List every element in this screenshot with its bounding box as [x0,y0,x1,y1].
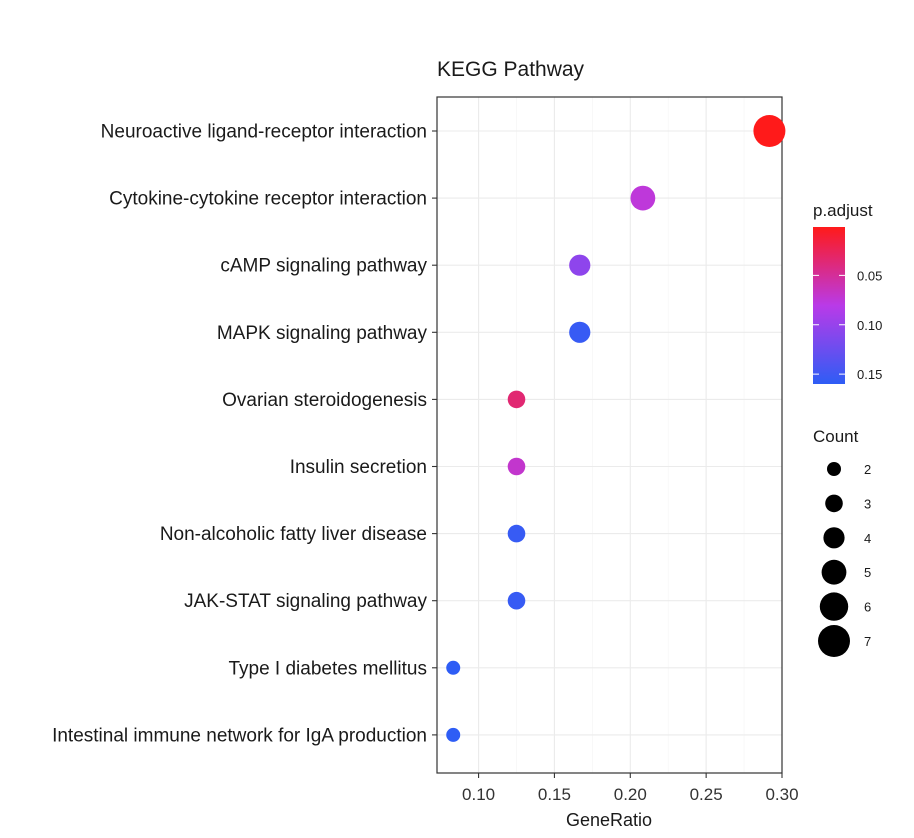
legend-color-tick-label: 0.15 [857,367,882,382]
data-point [446,727,461,742]
y-tick-label: Ovarian steroidogenesis [222,390,427,411]
x-axis-title: GeneRatio [566,810,652,830]
y-tick-label: cAMP signaling pathway [220,256,427,277]
data-points [446,115,786,742]
legend-color-tick-label: 0.05 [857,268,882,283]
legend-size-items: 2 3 4 5 6 7 [818,462,871,657]
x-axis: 0.10 0.15 0.20 0.25 0.30 [462,773,799,804]
data-point [630,185,656,211]
gridlines [437,97,783,773]
legend-size-marker [825,494,843,513]
legend-size-title: Count [813,427,859,446]
x-tick-label: 0.30 [765,785,798,804]
data-point [446,660,461,675]
x-tick-label: 0.25 [690,785,723,804]
data-point [569,254,591,276]
data-point [753,115,786,147]
y-tick-label: Neuroactive ligand-receptor interaction [101,122,427,143]
data-point [569,321,591,343]
data-point [507,390,526,409]
legend-size-marker [819,592,849,621]
x-tick-label: 0.15 [538,785,571,804]
data-point [507,591,526,610]
data-point [507,524,526,543]
legend-size-marker [823,527,845,549]
legend-color-tick-label: 0.10 [857,318,882,333]
legend-color-ticks: 0.05 0.10 0.15 [813,268,882,382]
legend-colorbar [813,227,845,384]
y-tick-label: JAK-STAT signaling pathway [184,591,427,612]
legend-size-label: 5 [864,565,871,580]
legend-size: Count 2 3 4 5 6 7 [813,427,871,657]
legend-size-marker [821,559,847,585]
y-axis: Neuroactive ligand-receptor interaction C… [52,122,437,746]
y-tick-label: MAPK signaling pathway [217,323,428,344]
legend-size-label: 3 [864,496,871,511]
legend-size-marker [818,625,850,657]
y-tick-label: Intestinal immune network for IgA produc… [52,725,427,746]
legend-size-label: 6 [864,600,871,615]
legend-size-label: 2 [864,462,871,477]
legend-color-title: p.adjust [813,201,873,220]
data-point [507,457,526,476]
y-tick-label: Cytokine-cytokine receptor interaction [109,189,427,210]
legend-size-label: 4 [864,531,871,546]
legend-size-label: 7 [864,634,871,649]
y-tick-label: Insulin secretion [290,457,427,478]
chart-title: KEGG Pathway [437,58,585,81]
legend-size-marker [827,462,841,476]
x-tick-label: 0.10 [462,785,495,804]
plot-panel-border [436,96,783,774]
legend-color: p.adjust 0.05 0.10 0.15 [813,201,882,384]
x-tick-label: 0.20 [614,785,647,804]
y-tick-label: Non-alcoholic fatty liver disease [160,524,427,545]
y-tick-label: Type I diabetes mellitus [228,658,427,679]
